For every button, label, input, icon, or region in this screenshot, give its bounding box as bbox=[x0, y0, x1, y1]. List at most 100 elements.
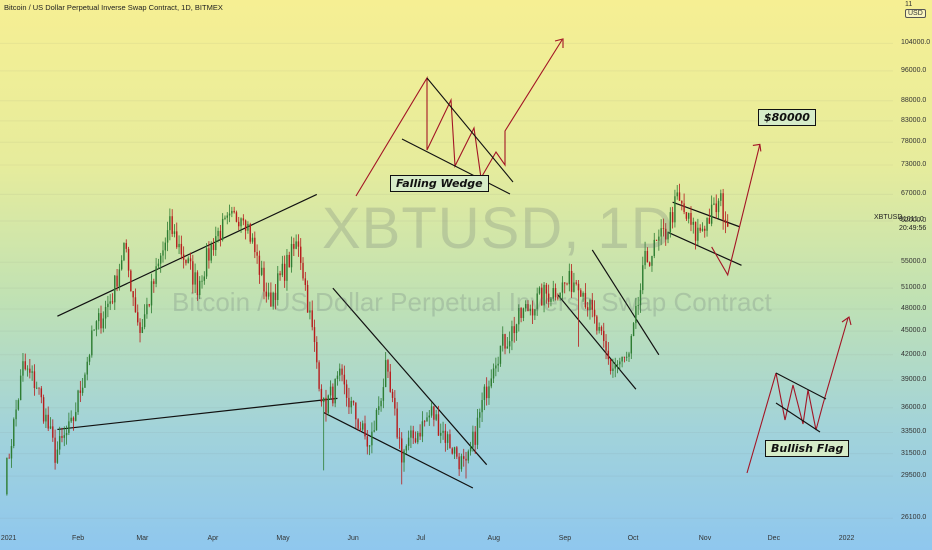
pattern-sketches bbox=[355, 38, 852, 474]
candle-body bbox=[628, 353, 630, 357]
candle-body bbox=[256, 252, 258, 256]
candle-body bbox=[251, 237, 254, 242]
bullish-flag-label[interactable]: Bullish Flag bbox=[765, 440, 850, 457]
candle-body bbox=[221, 218, 224, 240]
candle-body bbox=[580, 290, 582, 297]
candle-body bbox=[297, 241, 300, 247]
candle-body bbox=[341, 368, 343, 375]
candle-body bbox=[444, 430, 447, 443]
candle-body bbox=[598, 327, 600, 331]
y-tick-label: 29500.0 bbox=[901, 472, 927, 480]
candle-body bbox=[442, 430, 444, 433]
candle-body bbox=[398, 437, 401, 439]
candle-body bbox=[499, 345, 502, 364]
candle-body bbox=[396, 408, 398, 438]
candle-body bbox=[449, 434, 451, 449]
candle-body bbox=[669, 212, 672, 233]
x-tick-label: Oct bbox=[627, 535, 639, 542]
candle-body bbox=[541, 287, 543, 306]
candle-body bbox=[513, 326, 515, 334]
candle-body bbox=[382, 387, 385, 401]
trendline bbox=[557, 294, 637, 390]
y-tick-label: 33500.0 bbox=[901, 428, 927, 436]
x-tick-label: May bbox=[276, 535, 290, 542]
candle-body bbox=[655, 239, 658, 241]
description-watermark: Bitcoin / US Dollar Perpetual Inverse Sw… bbox=[172, 287, 772, 317]
candle-body bbox=[219, 230, 222, 240]
y-tick-label: 31500.0 bbox=[901, 449, 927, 457]
candle-body bbox=[389, 371, 391, 392]
candle-body bbox=[56, 449, 59, 463]
candle-body bbox=[189, 258, 192, 262]
candle-body bbox=[91, 330, 93, 356]
candle-body bbox=[288, 254, 290, 268]
candle-body bbox=[54, 437, 56, 463]
candle-body bbox=[586, 307, 589, 311]
candle-body bbox=[607, 350, 610, 360]
candle-body bbox=[391, 391, 394, 398]
candle-body bbox=[504, 334, 506, 349]
candle-body bbox=[692, 221, 694, 225]
candle-body bbox=[199, 280, 201, 296]
candle-body bbox=[300, 246, 302, 263]
flag-sketch-upper-line bbox=[775, 372, 827, 400]
candle-body bbox=[185, 259, 187, 264]
candle-body bbox=[332, 386, 334, 404]
price-scale-ticker: XBTUSD bbox=[874, 214, 903, 221]
candle-body bbox=[196, 272, 199, 296]
candle-body bbox=[162, 250, 164, 256]
candle-body bbox=[329, 386, 332, 396]
candle-body bbox=[17, 400, 20, 410]
currency-badge[interactable]: USD bbox=[905, 9, 926, 18]
candle-body bbox=[632, 323, 635, 336]
candle-body bbox=[226, 215, 228, 218]
candle-body bbox=[205, 248, 208, 277]
candle-body bbox=[137, 312, 139, 323]
x-tick-label: 2022 bbox=[838, 535, 855, 542]
candle-body bbox=[401, 438, 403, 463]
candle-body bbox=[47, 414, 49, 429]
price-target-label[interactable]: $80000 bbox=[758, 109, 816, 126]
candle-body bbox=[421, 421, 424, 437]
candle-body bbox=[600, 327, 603, 331]
candle-body bbox=[378, 406, 380, 410]
candle-body bbox=[426, 417, 428, 422]
candle-body bbox=[529, 308, 532, 312]
candle-body bbox=[111, 301, 114, 303]
candle-body bbox=[75, 412, 77, 421]
falling-wedge-label[interactable]: Falling Wedge bbox=[390, 175, 489, 192]
candle-body bbox=[550, 298, 552, 302]
candle-body bbox=[410, 430, 412, 438]
candle-body bbox=[524, 304, 527, 309]
candle-body bbox=[125, 242, 127, 249]
candle-body bbox=[538, 287, 541, 294]
candle-body bbox=[201, 280, 203, 282]
y-tick-label: 42000.0 bbox=[901, 350, 927, 358]
candle-body bbox=[458, 456, 460, 470]
candle-body bbox=[485, 386, 488, 399]
candle-body bbox=[527, 304, 529, 312]
candle-body bbox=[313, 327, 316, 343]
candle-body bbox=[515, 324, 518, 334]
candle-body bbox=[65, 433, 68, 436]
candle-body bbox=[674, 196, 676, 223]
candle-body bbox=[619, 361, 621, 365]
candle-body bbox=[355, 402, 357, 420]
candle-body bbox=[405, 445, 408, 451]
candle-body bbox=[159, 255, 162, 264]
candle-body bbox=[676, 192, 678, 197]
candle-body bbox=[8, 457, 10, 459]
candle-body bbox=[345, 384, 348, 398]
candle-body bbox=[120, 260, 123, 270]
candle-body bbox=[497, 363, 499, 366]
candle-body bbox=[708, 218, 711, 224]
trendline bbox=[57, 193, 318, 317]
candle-body bbox=[414, 438, 417, 443]
candle-body bbox=[217, 230, 219, 237]
candle-body bbox=[593, 309, 596, 317]
candle-body bbox=[240, 218, 242, 227]
candle-body bbox=[33, 371, 36, 389]
candle-body bbox=[155, 266, 157, 284]
candle-body bbox=[384, 360, 387, 388]
